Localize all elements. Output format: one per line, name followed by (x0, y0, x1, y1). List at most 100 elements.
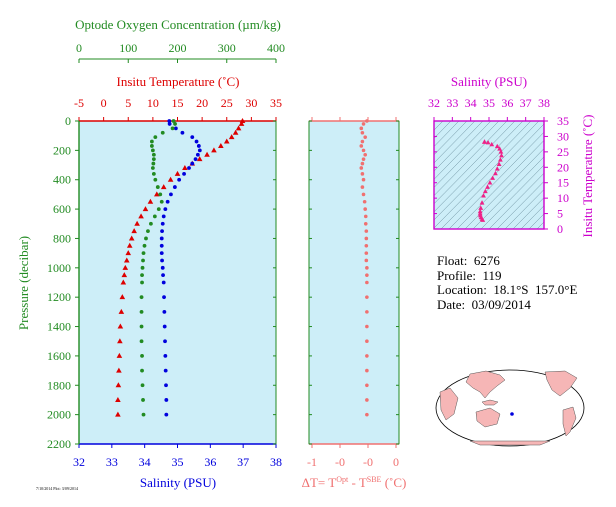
salinity-point (160, 229, 164, 234)
profile-panel: 0 100 200 300 400 -5 0 5 10 15 20 25 30 35 32 33 34 35 3… (16, 17, 285, 490)
float-info-block: Float: 6276 Profile: 119 Location: 18.1°… (437, 253, 577, 312)
temperature-tick-label: 0 (101, 96, 107, 110)
salinity-point (196, 144, 201, 148)
temperature-point (116, 352, 123, 358)
oxygen-point (173, 122, 177, 126)
pressure-tick-label: 1800 (47, 378, 71, 392)
ts-density-contour (434, 121, 516, 205)
ts-temperature-tick-label: 35 (557, 114, 569, 128)
oxygen-point (140, 354, 144, 358)
ts-density-contour (540, 91, 616, 234)
oxygen-point (149, 221, 153, 226)
ts-density-contour (456, 140, 544, 229)
pressure-tick-label: 800 (53, 231, 71, 245)
delta-t-point (365, 273, 369, 277)
temperature-point (131, 228, 137, 234)
map-land-antarctica (469, 440, 551, 446)
temperature-point (196, 156, 203, 162)
salinity-tick-label: 35 (172, 455, 184, 469)
temperature-point (115, 382, 122, 388)
salinity-point (190, 161, 195, 166)
pressure-ticks: 0 200 400 600 800 1000 1200 1400 1600 1800 2000 220… (47, 114, 276, 451)
ts-point (485, 184, 490, 189)
ts-point (477, 208, 483, 214)
temperature-point (125, 250, 132, 256)
delta-t-point (359, 126, 364, 131)
map-land-north-america (544, 370, 578, 397)
delta-t-point (360, 172, 365, 176)
delta-t-panel: -1 -0 -0 0 ΔT= TOpt - TSBE (˚C) (302, 117, 407, 490)
pressure-tick-label: 1200 (47, 290, 71, 304)
ts-salinity-tick-label: 36 (501, 96, 513, 110)
ts-salinity-tick-label: 34 (465, 96, 477, 110)
temperature-point (211, 147, 217, 153)
ts-point (482, 188, 488, 194)
date-value: 03/09/2014 (471, 296, 531, 312)
temperature-point (154, 191, 160, 197)
temperature-point (218, 142, 224, 148)
ts-salinity-title: Salinity (PSU) (451, 74, 527, 89)
ts-plot-area (434, 121, 544, 229)
salinity-point (159, 243, 164, 248)
pressure-tick-label: 2000 (47, 408, 71, 422)
salinity-point (165, 199, 170, 204)
oxygen-point (151, 171, 156, 176)
delta-t-point (361, 192, 366, 197)
temperature-point (134, 220, 140, 226)
ts-point (481, 193, 486, 198)
salinity-point (162, 309, 167, 314)
delta-t-marks (359, 119, 369, 417)
delta-t-point (360, 130, 365, 135)
location-row: Location: 18.1°S 157.0°E (437, 282, 577, 298)
oxygen-point (171, 119, 176, 123)
salinity-point (177, 177, 182, 182)
delta-t-point (364, 243, 369, 248)
oxygen-point (141, 398, 145, 402)
temperature-tick-label: 10 (147, 96, 159, 110)
ts-density-contour (512, 197, 544, 229)
delta-t-point (360, 185, 365, 189)
temperature-point (123, 257, 130, 263)
ts-point (489, 141, 495, 147)
salinity-point (160, 258, 164, 263)
delta-t-axis-title: ΔT= TOpt - TSBE (˚C) (302, 475, 407, 490)
ts-temperature-tick-label: 5 (557, 207, 563, 221)
salinity-point (172, 185, 177, 189)
oxygen-tick-label: 200 (169, 41, 187, 55)
salinity-point (190, 135, 195, 140)
oxygen-point (160, 130, 165, 135)
salinity-point (169, 192, 173, 197)
delta-t-point (364, 236, 369, 241)
temperature-point (115, 411, 121, 417)
oxygen-point (141, 258, 145, 263)
oxygen-point (140, 273, 144, 278)
salinity-point (163, 339, 167, 344)
oxygen-point (151, 161, 156, 166)
footer-stamp: 7/10/2014 Plot: 3/09/2014 (36, 486, 78, 491)
delta-t-point (365, 310, 369, 314)
oxygen-point (153, 177, 158, 182)
temperature-point (119, 294, 126, 300)
ts-point (494, 166, 500, 171)
temperature-axis-title: Insitu Temperature (˚C) (116, 74, 239, 89)
salinity-point (194, 139, 199, 144)
temperature-point (122, 264, 129, 270)
ts-salinity-tick-label: 33 (446, 96, 458, 110)
salinity-point (161, 214, 166, 219)
temperature-point (228, 134, 235, 140)
float-row: Float: 6276 (437, 253, 577, 269)
ts-temperature-tick-label: 25 (557, 145, 569, 159)
oxygen-point (150, 148, 155, 153)
temperature-point (142, 206, 149, 212)
salinity-point (187, 166, 191, 170)
oxygen-point (146, 229, 150, 234)
oxygen-point (151, 152, 156, 157)
ts-point (487, 180, 493, 185)
pressure-tick-label: 400 (53, 173, 71, 187)
temperature-tick-label: 15 (172, 96, 184, 110)
delta-t-point (364, 258, 369, 263)
oxygen-point (151, 157, 156, 162)
pressure-tick-label: 1400 (47, 320, 71, 334)
